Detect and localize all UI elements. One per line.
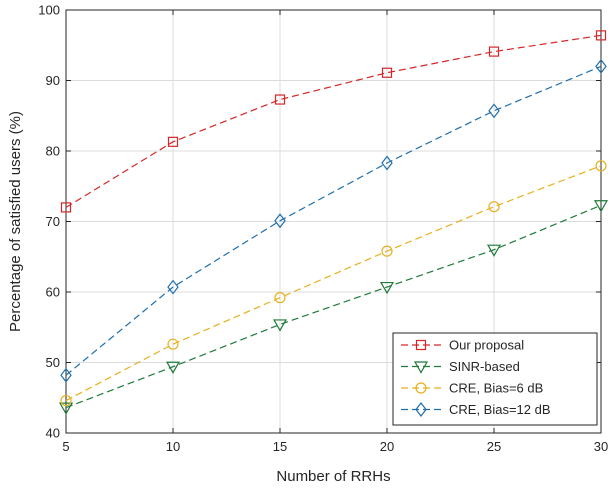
data-point	[595, 30, 607, 41]
data-point	[274, 94, 286, 105]
data-point	[272, 319, 288, 332]
legend-marker	[415, 402, 427, 417]
series-line	[65, 204, 602, 409]
data-point	[381, 245, 393, 257]
legend-marker	[415, 339, 427, 351]
data-point	[167, 279, 179, 295]
legend-label: CRE, Bias=12 dB	[449, 402, 551, 417]
series-layer	[58, 30, 609, 415]
axis-ticks: 5 10 15 20 25 30 40 50 60 70 80 90 100	[38, 3, 608, 455]
data-point	[486, 244, 502, 257]
legend-item: Our proposal	[401, 338, 524, 353]
y-axis-title: Percentage of satisfied users (%)	[7, 111, 24, 332]
legend-item: SINR-based	[401, 359, 520, 374]
data-point	[167, 338, 179, 350]
series-line	[65, 165, 602, 402]
y-tick-label: 40	[46, 426, 60, 441]
x-tick-label: 10	[166, 439, 180, 454]
data-point	[60, 202, 72, 213]
data-point	[167, 136, 179, 147]
data-point	[60, 394, 72, 407]
data-point	[593, 200, 609, 213]
data-point	[274, 213, 286, 229]
y-tick-label: 60	[46, 285, 60, 300]
x-tick-label: 25	[487, 439, 501, 454]
y-tick-label: 100	[38, 3, 60, 18]
legend-label: SINR-based	[449, 359, 520, 374]
legend-marker	[415, 382, 427, 394]
x-axis-title: Number of RRHs	[276, 468, 390, 485]
y-tick-label: 70	[46, 214, 60, 229]
data-point	[165, 361, 181, 374]
legend-label: CRE, Bias=6 dB	[449, 381, 543, 396]
y-tick-label: 80	[46, 144, 60, 159]
data-point	[488, 103, 500, 119]
series-cre-bias-12-db	[60, 58, 607, 383]
y-tick-label: 90	[46, 73, 60, 88]
x-tick-label: 5	[62, 439, 69, 454]
x-tick-label: 30	[594, 439, 608, 454]
series-cre-bias-6-db	[60, 160, 607, 407]
data-point	[379, 281, 395, 295]
data-point	[595, 58, 607, 74]
legend-label: Our proposal	[449, 338, 524, 353]
x-tick-label: 15	[273, 439, 287, 454]
series-our-proposal	[60, 30, 607, 213]
x-tick-label: 20	[380, 439, 394, 454]
y-tick-label: 50	[46, 355, 60, 370]
series-line	[65, 65, 602, 376]
legend-item: CRE, Bias=6 dB	[401, 381, 543, 396]
legend: Our proposal SINR-based CRE, Bias=6 dB CRE,…	[392, 332, 598, 426]
series-line	[65, 34, 602, 208]
data-point	[381, 155, 393, 171]
legend-marker	[413, 361, 429, 374]
data-point	[381, 67, 393, 78]
legend-item: CRE, Bias=12 dB	[401, 402, 551, 417]
data-point	[595, 160, 607, 172]
data-point	[58, 402, 74, 415]
data-point	[274, 292, 286, 304]
data-point	[488, 46, 500, 57]
data-point	[488, 201, 500, 213]
data-point	[60, 367, 72, 383]
series-sinr-based	[58, 200, 609, 415]
